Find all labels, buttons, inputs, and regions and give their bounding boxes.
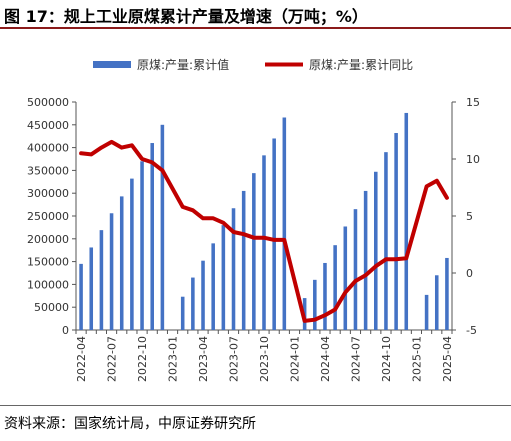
plot-area: 0 50000 100000 150000 200000 250000 300000 3500… — [27, 96, 480, 382]
bar — [211, 243, 215, 330]
bar — [191, 277, 195, 330]
x-tick-label: 2022-04 — [75, 336, 88, 382]
y-left-tick-label: 350000 — [27, 164, 69, 177]
source-note: 资料来源：国家统计局，中原证券研究所 — [4, 416, 256, 432]
bar — [79, 263, 83, 330]
x-tick-label: 2024-04 — [319, 336, 332, 382]
x-tick-label: 2025-01 — [410, 336, 423, 382]
x-tick-label: 2023-04 — [197, 336, 210, 382]
bar — [313, 279, 317, 330]
y-right-tick-label: 0 — [466, 267, 473, 280]
x-tick-label: 2022-10 — [136, 336, 149, 382]
bar — [119, 196, 124, 330]
y-left-tick-label: 100000 — [27, 278, 69, 291]
legend-bar-swatch — [93, 61, 131, 68]
bar — [445, 257, 449, 330]
legend-line-label: 原煤:产量:累计同比 — [309, 58, 413, 72]
bar — [201, 260, 205, 330]
bar — [384, 152, 388, 330]
bar — [180, 296, 185, 330]
y-left-tick-label: 450000 — [27, 119, 69, 132]
x-tick-label: 2024-01 — [288, 336, 301, 382]
bar — [272, 138, 276, 330]
source-rule — [0, 405, 511, 406]
bar — [130, 178, 134, 330]
y-left-tick-label: 300000 — [27, 187, 69, 200]
bar — [374, 171, 378, 330]
x-tick-label: 2023-01 — [167, 336, 180, 382]
y-left-tick-label: 150000 — [27, 256, 69, 269]
bar — [424, 294, 429, 330]
series-line — [79, 139, 449, 323]
bar — [150, 143, 154, 330]
chart: 原煤:产量:累计值 原煤:产量:累计同比 0 50000 100000 150000 2… — [27, 57, 480, 382]
legend: 原煤:产量:累计值 原煤:产量:累计同比 — [93, 57, 413, 72]
y-left-tick-label: 0 — [62, 324, 69, 337]
bar — [221, 225, 226, 330]
bar — [434, 275, 439, 330]
bar — [89, 247, 94, 330]
bar — [353, 209, 358, 330]
bar — [262, 155, 266, 330]
bar — [252, 173, 256, 330]
y-left-tick-label: 400000 — [27, 142, 69, 155]
legend-bar-label: 原煤:产量:累计值 — [137, 57, 229, 72]
figure-title: 图 17：规上工业原煤累计产量及增速（万吨；%） — [4, 7, 368, 26]
y-right-tick-label: 5 — [466, 210, 473, 223]
title-rule — [0, 27, 511, 29]
y-left-tick-label: 50000 — [34, 301, 69, 314]
bar — [394, 133, 398, 330]
bar — [363, 190, 368, 330]
bar — [282, 117, 287, 330]
bar — [140, 161, 144, 330]
y-right-tick-label: 15 — [466, 96, 480, 109]
x-tick-label: 2023-07 — [228, 336, 241, 382]
x-tick-label: 2024-10 — [380, 336, 393, 382]
y-right-tick-label: 10 — [466, 153, 480, 166]
bar — [109, 213, 114, 330]
x-tick-label: 2025-04 — [441, 336, 454, 382]
y-right-tick-label: -5 — [466, 324, 477, 337]
bar — [323, 262, 327, 330]
bar — [241, 190, 246, 330]
x-tick-label: 2023-10 — [258, 336, 271, 382]
bar — [231, 208, 236, 330]
x-tick-label: 2022-07 — [106, 336, 119, 382]
y-left-tick-label: 500000 — [27, 96, 69, 109]
bar — [404, 112, 409, 330]
bar — [160, 124, 165, 330]
x-tick-label: 2024-07 — [349, 336, 362, 382]
y-left-tick-label: 250000 — [27, 210, 69, 223]
bar — [99, 230, 104, 330]
bar — [333, 245, 337, 330]
bar — [343, 226, 348, 330]
y-left-tick-label: 200000 — [27, 233, 69, 246]
